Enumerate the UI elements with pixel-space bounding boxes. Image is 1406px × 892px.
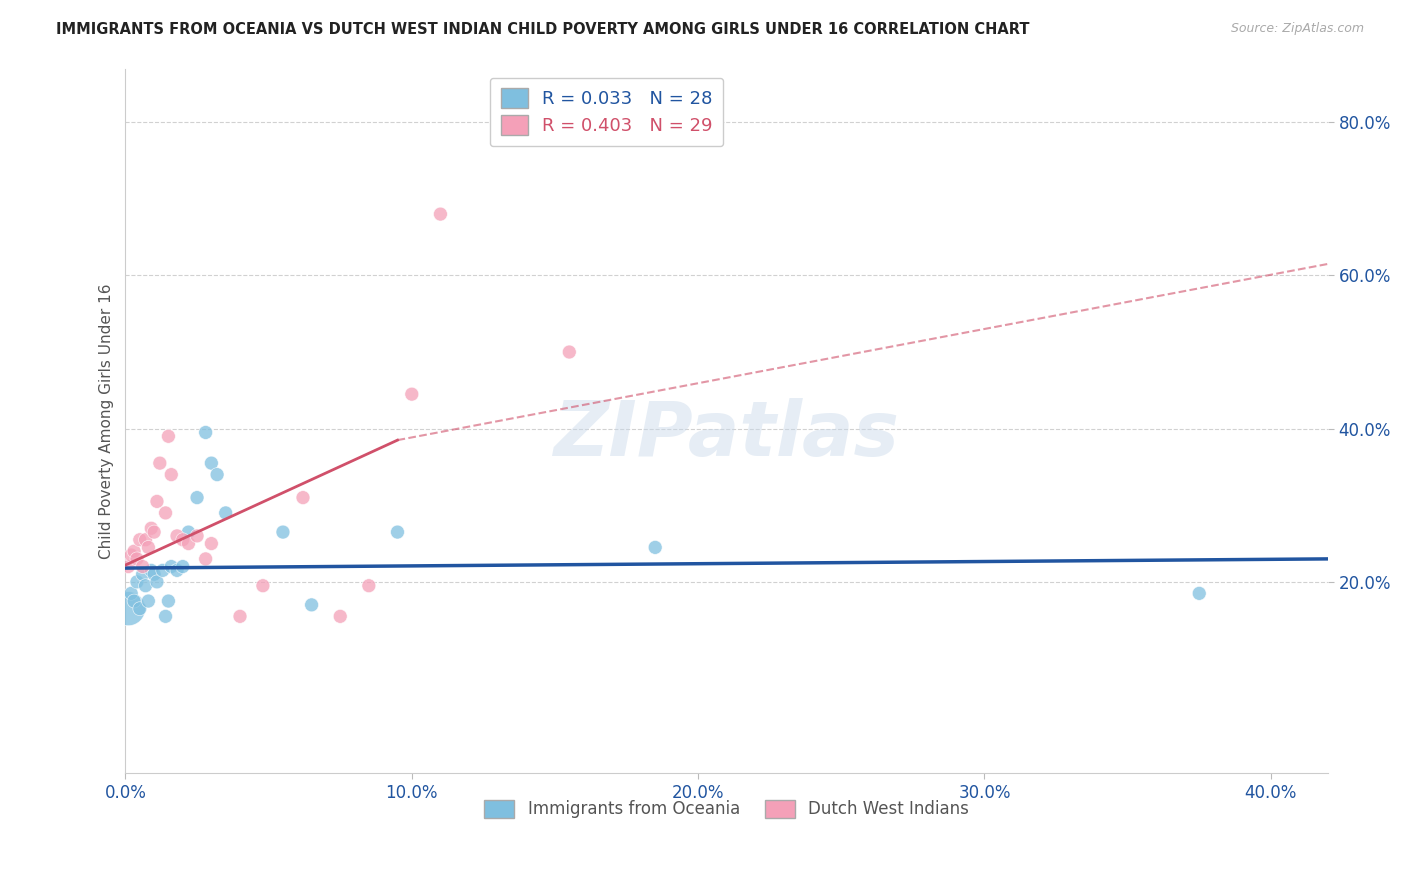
Point (157, 429, 180, 443)
Point (200, 456, 222, 470)
Text: IMMIGRANTS FROM OCEANIA VS DUTCH WEST INDIAN CHILD POVERTY AMONG GIRLS UNDER 16 : IMMIGRANTS FROM OCEANIA VS DUTCH WEST IN… (56, 22, 1029, 37)
Y-axis label: Child Poverty Among Girls Under 16: Child Poverty Among Girls Under 16 (100, 284, 114, 558)
Point (125, 552, 148, 566)
Point (329, 609, 352, 624)
Point (146, 574, 169, 589)
Point (152, 563, 174, 577)
Point (558, 345, 581, 359)
Point (357, 579, 380, 593)
Point (146, 494, 169, 508)
Point (200, 536, 222, 550)
Point (215, 506, 238, 520)
Point (194, 425, 217, 440)
Point (141, 521, 163, 535)
Point (138, 594, 160, 608)
Point (128, 533, 150, 547)
Point (1188, 586, 1211, 600)
Point (194, 552, 217, 566)
Point (644, 541, 666, 555)
Point (138, 541, 160, 555)
Point (125, 574, 148, 589)
Point (166, 563, 188, 577)
Point (172, 559, 194, 574)
Point (160, 559, 183, 574)
Point (131, 567, 153, 582)
Legend: Immigrants from Oceania, Dutch West Indians: Immigrants from Oceania, Dutch West Indi… (478, 793, 976, 825)
Point (131, 559, 153, 574)
Text: Source: ZipAtlas.com: Source: ZipAtlas.com (1230, 22, 1364, 36)
Point (155, 506, 177, 520)
Point (229, 609, 252, 624)
Point (301, 598, 323, 612)
Point (143, 524, 166, 539)
Point (141, 563, 163, 577)
Point (186, 491, 208, 505)
Point (122, 544, 145, 558)
Point (166, 529, 188, 543)
Point (120, 586, 142, 600)
Point (157, 594, 180, 608)
Point (155, 609, 177, 624)
Point (401, 387, 423, 401)
Point (122, 594, 145, 608)
Point (172, 533, 194, 547)
Point (429, 207, 451, 221)
Point (252, 579, 274, 593)
Point (186, 529, 208, 543)
Point (271, 524, 294, 539)
Point (387, 524, 409, 539)
Point (292, 491, 315, 505)
Point (143, 567, 166, 582)
Point (117, 559, 139, 574)
Point (120, 548, 142, 562)
Text: ZIPatlas: ZIPatlas (554, 398, 900, 472)
Point (134, 533, 156, 547)
Point (149, 456, 172, 470)
Point (205, 467, 228, 482)
Point (134, 579, 156, 593)
Point (177, 524, 200, 539)
Point (117, 601, 139, 615)
Point (177, 536, 200, 550)
Point (160, 467, 183, 482)
Point (128, 601, 150, 615)
